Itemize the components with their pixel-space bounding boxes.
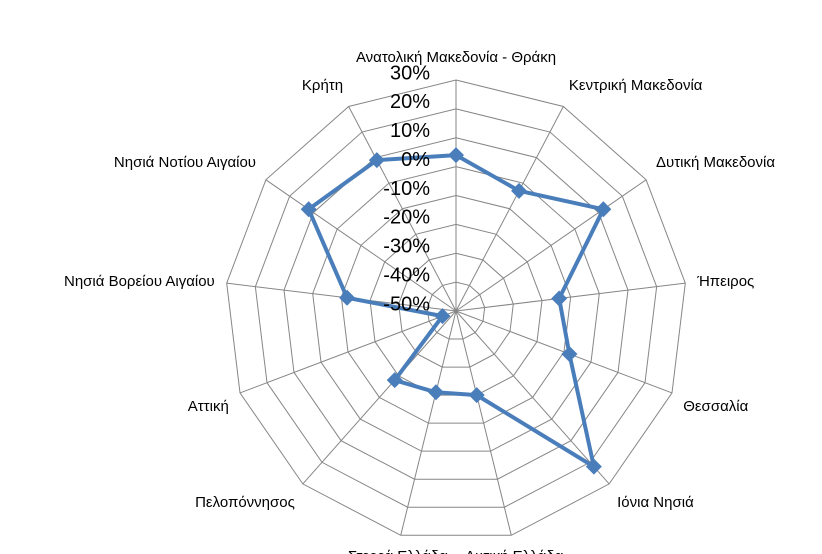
category-label: Πελοπόννησος — [195, 493, 295, 511]
y-tick-label: 20% — [390, 91, 430, 113]
category-label: Ιόνια Νησιά — [617, 493, 694, 511]
grid-ring — [340, 194, 572, 424]
marker — [511, 182, 528, 199]
y-tick-label: -30% — [383, 236, 430, 258]
grid-ring — [398, 252, 514, 368]
category-label: Νησιά Νοτίου Αιγαίου — [113, 153, 256, 171]
series-line — [306, 153, 606, 469]
marker — [448, 147, 464, 164]
y-tick-label: -20% — [383, 207, 430, 229]
spoke — [455, 106, 564, 312]
y-tick-label: -10% — [383, 178, 430, 200]
spoke — [302, 310, 457, 485]
spoke — [400, 310, 457, 536]
marker — [585, 458, 602, 475]
marker — [561, 346, 578, 363]
category-label: Θεσσαλία — [683, 398, 749, 416]
category-label: Στερεά Ελλάδα — [348, 547, 448, 554]
y-tick-label: 30% — [390, 62, 430, 84]
y-tick-label: 0% — [401, 149, 430, 171]
category-label: Δυτική Ελλάδα — [465, 547, 563, 554]
category-label: Κεντρική Μακεδονία — [568, 76, 703, 94]
category-label: Ανατολική Μακεδονία - Θράκη — [355, 49, 557, 66]
y-tick-label: -50% — [383, 293, 430, 315]
spoke — [455, 282, 686, 312]
spoke — [455, 310, 610, 485]
marker — [595, 201, 612, 218]
grid-ring — [254, 108, 658, 508]
marker — [427, 384, 444, 401]
marker — [551, 290, 568, 307]
spoke — [265, 179, 457, 312]
category-label: Κρήτη — [301, 76, 344, 94]
y-tick-label: -40% — [383, 264, 430, 286]
spoke — [239, 310, 457, 394]
marker — [468, 387, 485, 404]
marker — [339, 289, 356, 306]
grid-ring — [226, 79, 686, 536]
y-tick-label: 10% — [390, 120, 430, 142]
marker — [434, 308, 451, 325]
spoke — [455, 179, 647, 312]
grid-ring — [426, 281, 486, 340]
marker — [368, 152, 385, 169]
grid-ring — [283, 137, 629, 480]
category-label: Νησιά Βορείου Αιγαίου — [63, 272, 215, 290]
category-label: Δυτική Μακεδονία — [655, 153, 776, 171]
category-label: Ήπειρος — [697, 272, 755, 290]
category-label: Αττική — [187, 398, 229, 416]
marker — [300, 201, 317, 218]
grid-ring — [312, 166, 600, 452]
marker — [386, 372, 403, 389]
spoke — [455, 310, 512, 536]
spoke — [348, 106, 457, 312]
